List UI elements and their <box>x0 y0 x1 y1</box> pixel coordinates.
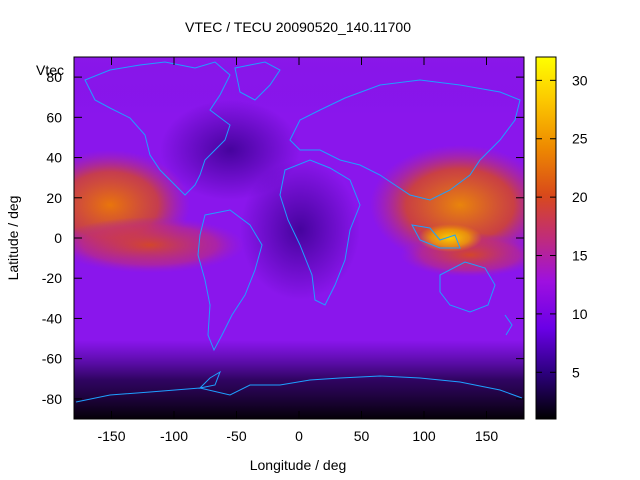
coast-south-america <box>197 209 263 352</box>
x-tick-label: 100 <box>412 428 436 444</box>
south-polar-layer <box>74 340 524 419</box>
x-tick-label: -50 <box>226 428 246 444</box>
coast-north-america <box>84 61 231 196</box>
colorbar-ticks: 5 10 15 20 25 30 <box>536 72 588 380</box>
colorbar-tick-label: 20 <box>572 189 588 205</box>
coast-new-zealand <box>504 314 513 336</box>
colorbar-tick-label: 10 <box>572 306 588 322</box>
x-tick-label: 50 <box>354 428 370 444</box>
coastlines <box>75 61 523 403</box>
dark-trough-central <box>160 100 300 200</box>
enh-asia-peak <box>418 224 482 252</box>
coast-greenland <box>234 61 281 101</box>
coast-africa <box>279 159 361 306</box>
dark-trough-atlantic <box>240 160 360 300</box>
heatmap-field <box>74 57 524 419</box>
coast-antarctic-peninsula <box>198 370 221 389</box>
colorbar <box>535 56 557 420</box>
y-tick-label: 20 <box>46 190 62 206</box>
key-label: Vtec <box>36 62 64 78</box>
y-tick-label: -20 <box>42 270 62 286</box>
coast-indonesia <box>411 224 461 249</box>
chart-title: VTEC / TECU 20090520_140.11700 <box>185 19 411 35</box>
x-tick-label: -100 <box>160 428 188 444</box>
y-axis-ticks: -80 -60 -40 -20 0 20 40 60 80 <box>42 69 524 407</box>
x-axis-ticks: -150 -100 -50 0 50 100 150 <box>97 57 498 444</box>
y-tick-label: 60 <box>46 109 62 125</box>
x-tick-label: 0 <box>295 428 303 444</box>
enh-pacific-band <box>74 217 245 273</box>
colorbar-tick-label: 30 <box>572 72 588 88</box>
coast-antarctica <box>75 375 523 403</box>
x-axis-label: Longitude / deg <box>250 457 347 473</box>
north-polar-layer <box>74 57 524 117</box>
colorbar-tick-label: 25 <box>572 131 588 147</box>
coast-europe-asia <box>289 79 521 201</box>
y-axis-label: Latitude / deg <box>5 196 21 281</box>
y-tick-label: 0 <box>54 230 62 246</box>
coast-australia <box>439 261 496 313</box>
y-tick-label: -40 <box>42 310 62 326</box>
y-tick-label: 40 <box>46 150 62 166</box>
colorbar-tick-label: 5 <box>572 364 580 380</box>
y-tick-label: -60 <box>42 351 62 367</box>
colorbar-tick-label: 15 <box>572 248 588 264</box>
x-tick-label: -150 <box>97 428 125 444</box>
y-tick-label: 80 <box>46 69 62 85</box>
y-tick-label: -80 <box>42 391 62 407</box>
x-tick-label: 150 <box>475 428 499 444</box>
